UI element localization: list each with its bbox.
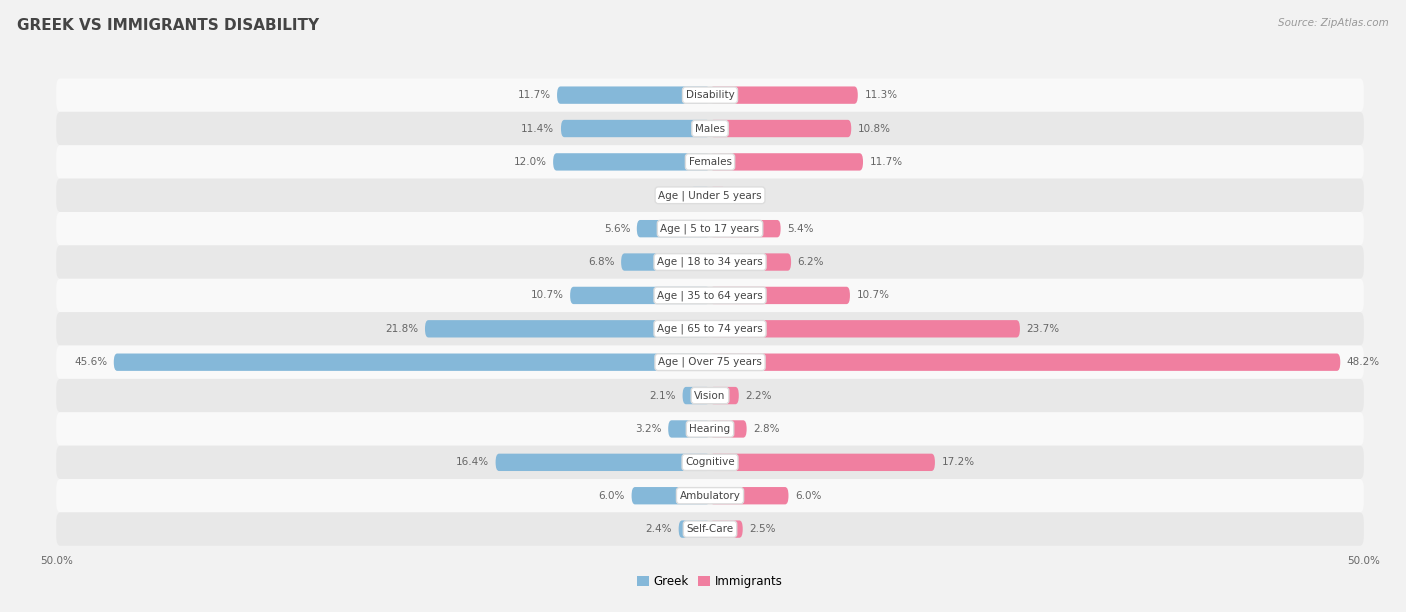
Text: 2.5%: 2.5% [749,524,776,534]
FancyBboxPatch shape [710,253,792,271]
FancyBboxPatch shape [56,245,1364,278]
Text: 1.2%: 1.2% [733,190,759,200]
FancyBboxPatch shape [710,453,935,471]
FancyBboxPatch shape [553,153,710,171]
FancyBboxPatch shape [710,354,1340,371]
FancyBboxPatch shape [56,412,1364,446]
Text: 16.4%: 16.4% [456,457,489,468]
Text: 10.7%: 10.7% [530,291,564,300]
FancyBboxPatch shape [631,487,710,504]
Text: 3.2%: 3.2% [636,424,662,434]
Text: Self-Care: Self-Care [686,524,734,534]
Text: Source: ZipAtlas.com: Source: ZipAtlas.com [1278,18,1389,28]
FancyBboxPatch shape [710,320,1019,337]
FancyBboxPatch shape [679,520,710,538]
FancyBboxPatch shape [114,354,710,371]
Text: Cognitive: Cognitive [685,457,735,468]
FancyBboxPatch shape [557,86,710,104]
FancyBboxPatch shape [682,387,710,405]
Text: 11.4%: 11.4% [522,124,554,133]
Text: 11.3%: 11.3% [865,90,897,100]
FancyBboxPatch shape [710,153,863,171]
Text: Ambulatory: Ambulatory [679,491,741,501]
Text: Hearing: Hearing [689,424,731,434]
FancyBboxPatch shape [56,346,1364,379]
Text: 6.2%: 6.2% [797,257,824,267]
FancyBboxPatch shape [710,86,858,104]
Text: 10.7%: 10.7% [856,291,890,300]
FancyBboxPatch shape [668,420,710,438]
FancyBboxPatch shape [425,320,710,337]
FancyBboxPatch shape [710,420,747,438]
FancyBboxPatch shape [495,453,710,471]
Legend: Greek, Immigrants: Greek, Immigrants [633,570,787,592]
Text: 11.7%: 11.7% [517,90,551,100]
FancyBboxPatch shape [710,220,780,237]
Text: Age | Under 5 years: Age | Under 5 years [658,190,762,201]
Text: Males: Males [695,124,725,133]
Text: Age | 18 to 34 years: Age | 18 to 34 years [657,257,763,267]
Text: Age | 5 to 17 years: Age | 5 to 17 years [661,223,759,234]
Text: 2.1%: 2.1% [650,390,676,401]
Text: 6.0%: 6.0% [794,491,821,501]
FancyBboxPatch shape [710,287,851,304]
FancyBboxPatch shape [710,120,851,137]
Text: 2.2%: 2.2% [745,390,772,401]
Text: Disability: Disability [686,90,734,100]
Text: 12.0%: 12.0% [513,157,547,167]
FancyBboxPatch shape [710,520,742,538]
Text: Age | Over 75 years: Age | Over 75 years [658,357,762,367]
Text: 48.2%: 48.2% [1347,357,1379,367]
FancyBboxPatch shape [56,446,1364,479]
Text: Females: Females [689,157,731,167]
FancyBboxPatch shape [56,145,1364,179]
Text: 6.8%: 6.8% [588,257,614,267]
Text: GREEK VS IMMIGRANTS DISABILITY: GREEK VS IMMIGRANTS DISABILITY [17,18,319,34]
FancyBboxPatch shape [710,387,738,405]
Text: Vision: Vision [695,390,725,401]
Text: 5.6%: 5.6% [603,223,630,234]
FancyBboxPatch shape [56,479,1364,512]
FancyBboxPatch shape [690,187,710,204]
Text: 11.7%: 11.7% [869,157,903,167]
FancyBboxPatch shape [56,312,1364,346]
Text: 2.8%: 2.8% [754,424,780,434]
Text: 2.4%: 2.4% [645,524,672,534]
FancyBboxPatch shape [56,278,1364,312]
Text: 5.4%: 5.4% [787,223,814,234]
Text: 1.5%: 1.5% [658,190,683,200]
Text: Age | 65 to 74 years: Age | 65 to 74 years [657,324,763,334]
Text: 17.2%: 17.2% [942,457,974,468]
Text: 10.8%: 10.8% [858,124,891,133]
Text: 45.6%: 45.6% [75,357,107,367]
FancyBboxPatch shape [56,78,1364,112]
FancyBboxPatch shape [56,379,1364,412]
Text: 21.8%: 21.8% [385,324,419,334]
FancyBboxPatch shape [710,187,725,204]
FancyBboxPatch shape [56,212,1364,245]
Text: Age | 35 to 64 years: Age | 35 to 64 years [657,290,763,300]
FancyBboxPatch shape [569,287,710,304]
FancyBboxPatch shape [637,220,710,237]
FancyBboxPatch shape [56,112,1364,145]
FancyBboxPatch shape [710,487,789,504]
FancyBboxPatch shape [621,253,710,271]
FancyBboxPatch shape [561,120,710,137]
FancyBboxPatch shape [56,512,1364,546]
Text: 23.7%: 23.7% [1026,324,1060,334]
FancyBboxPatch shape [56,179,1364,212]
Text: 6.0%: 6.0% [599,491,626,501]
